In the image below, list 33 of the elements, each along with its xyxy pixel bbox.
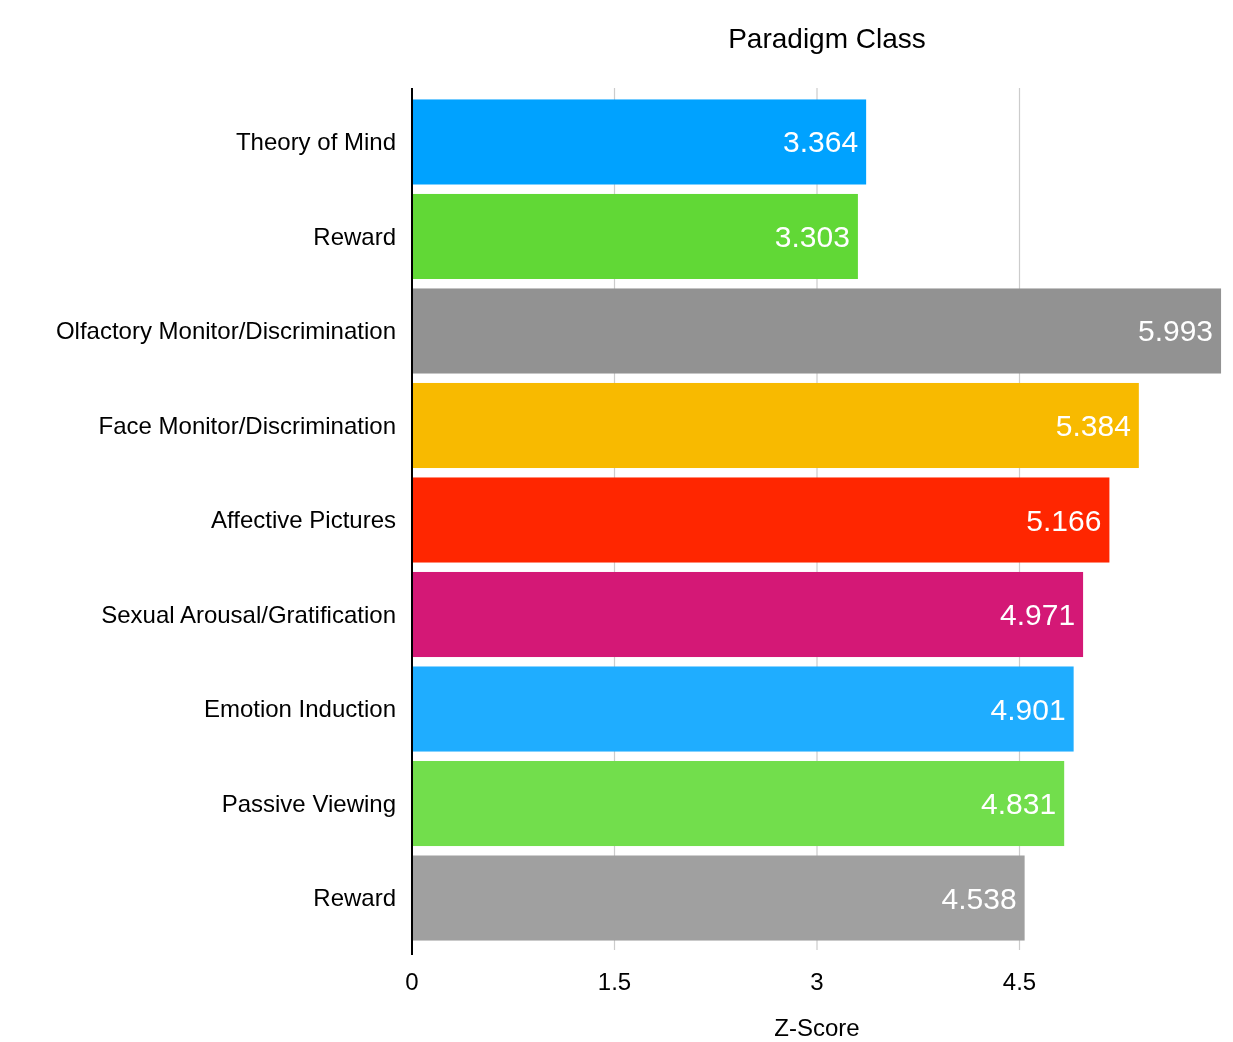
- data-label: 4.831: [981, 787, 1057, 821]
- data-label: 3.364: [783, 125, 859, 159]
- bar: [412, 193, 858, 280]
- data-label: 4.901: [990, 692, 1066, 726]
- bar: [412, 382, 1139, 469]
- chart-title: Paradigm Class: [728, 23, 926, 54]
- y-tick-label: Passive Viewing: [221, 789, 396, 817]
- bar: [412, 477, 1110, 563]
- data-label: 4.538: [941, 881, 1017, 915]
- data-label: 4.971: [1000, 598, 1076, 632]
- x-tick-label: 0: [405, 968, 419, 995]
- y-tick-label: Affective Pictures: [211, 506, 396, 534]
- y-tick-label: Face Monitor/Discrimination: [98, 411, 396, 439]
- data-label: 3.303: [774, 219, 850, 253]
- y-tick-label: Theory of Mind: [235, 128, 396, 156]
- bar: [412, 99, 867, 185]
- x-axis-title: Z-Score: [774, 1014, 860, 1041]
- bar: [412, 760, 1065, 847]
- x-tick-label: 3: [810, 968, 824, 995]
- bar: [412, 571, 1084, 658]
- data-label: 5.384: [1055, 408, 1131, 442]
- bar: [412, 855, 1025, 941]
- y-tick-label: Sexual Arousal/Gratification: [101, 600, 396, 628]
- data-label: 5.166: [1026, 503, 1102, 537]
- data-label: 5.993: [1137, 314, 1214, 348]
- x-tick-label: 4.5: [1002, 968, 1037, 995]
- x-tick-label: 1.5: [597, 968, 632, 995]
- bar: [412, 288, 1222, 374]
- y-tick-label: Emotion Induction: [203, 695, 396, 723]
- bar: [412, 666, 1074, 752]
- y-tick-label: Reward: [313, 884, 396, 912]
- y-tick-label: Reward: [313, 222, 396, 250]
- y-tick-label: Olfactory Monitor/Discrimination: [55, 317, 396, 345]
